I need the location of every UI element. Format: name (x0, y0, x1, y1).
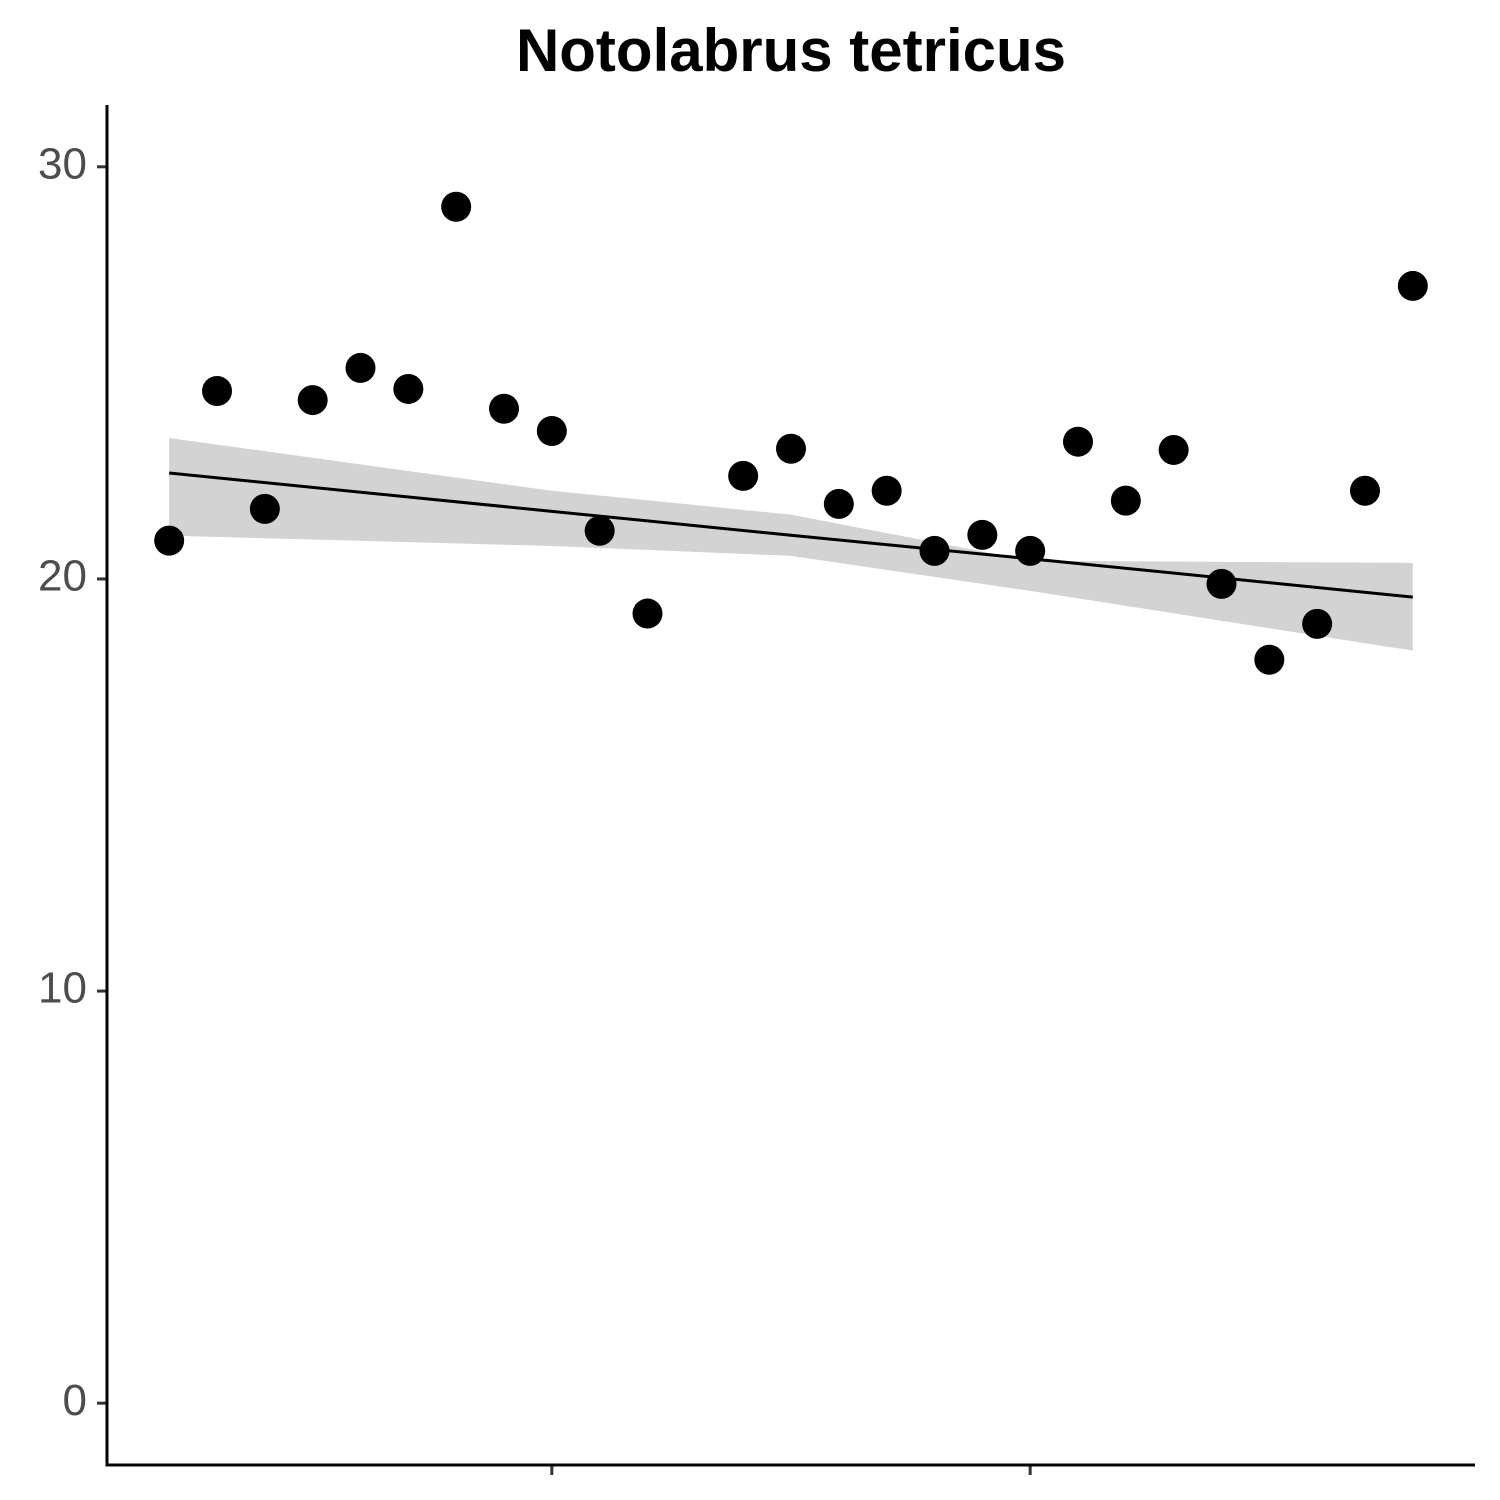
point (919, 535, 950, 566)
point (871, 475, 902, 506)
point (1254, 644, 1285, 675)
y-tick-label: 0 (63, 1376, 87, 1425)
fit-line (169, 471, 1413, 599)
point (154, 525, 185, 556)
point (345, 352, 376, 383)
point (297, 385, 328, 416)
point (1015, 535, 1046, 566)
point (202, 376, 233, 407)
point (536, 415, 567, 446)
point (1397, 270, 1428, 301)
point (441, 191, 472, 222)
confidence-band (169, 437, 1413, 651)
chart-title: Notolabrus tetricus (516, 17, 1066, 84)
point (1349, 475, 1380, 506)
point (1110, 485, 1141, 516)
point (393, 373, 424, 404)
y-tick-label: 10 (38, 964, 87, 1013)
point (776, 433, 806, 464)
point (1062, 426, 1093, 457)
point (967, 519, 998, 550)
point (632, 598, 663, 629)
point (249, 493, 280, 524)
point (1206, 568, 1237, 599)
y-tick-label: 20 (38, 552, 87, 601)
point (584, 515, 615, 546)
point (728, 460, 759, 491)
point (823, 488, 854, 519)
y-tick-label: 30 (38, 139, 87, 188)
point (1158, 434, 1189, 465)
point (1302, 608, 1333, 639)
point (489, 393, 520, 424)
